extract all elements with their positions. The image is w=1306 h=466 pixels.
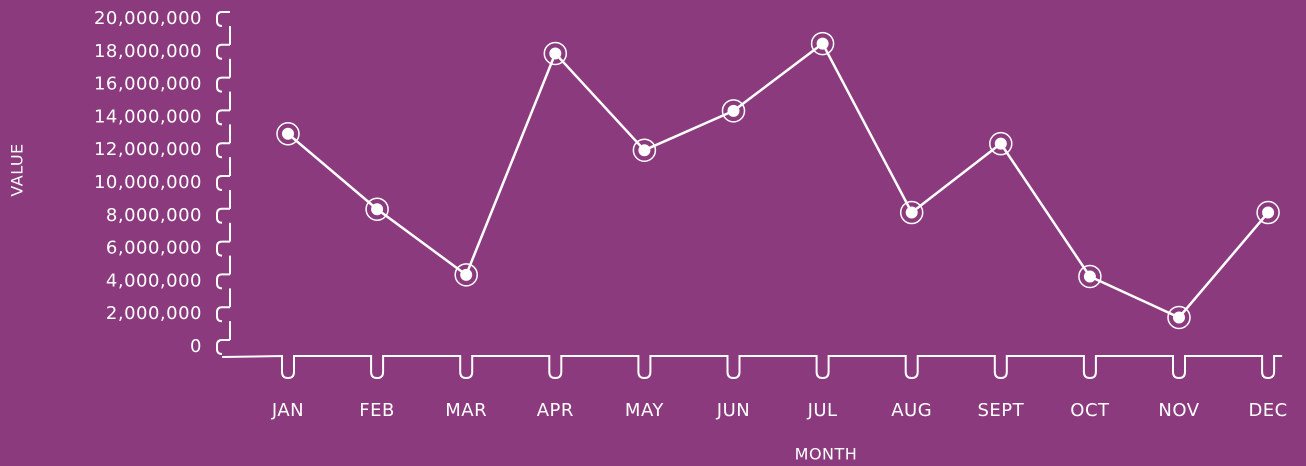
point-ring xyxy=(365,197,389,221)
y-tick-label: 8,000,000 xyxy=(106,205,202,226)
point-ring xyxy=(454,263,478,287)
point xyxy=(549,47,562,60)
point-ring xyxy=(1167,305,1191,330)
y-tick-label: 14,000,000 xyxy=(94,106,202,127)
y-axis-title: VALUE xyxy=(8,143,27,196)
point xyxy=(282,127,294,140)
y-tick xyxy=(216,175,230,191)
x-tick-label: DEC xyxy=(1248,400,1287,421)
x-axis-title: MONTH xyxy=(795,445,858,464)
x-tick-label: JUL xyxy=(807,400,838,421)
x-tick-label: NOV xyxy=(1158,400,1199,421)
y-tick-label: 18,000,000 xyxy=(94,41,202,62)
y-tick-label: 6,000,000 xyxy=(106,238,202,259)
y-tick xyxy=(216,109,230,126)
y-tick xyxy=(216,306,230,323)
y-tick-label: 0 xyxy=(190,336,202,357)
point-ring xyxy=(276,122,300,146)
x-tick-label: OCT xyxy=(1070,400,1110,421)
x-tick-label: MAY xyxy=(625,400,664,421)
point-ring xyxy=(721,99,746,123)
point-ring xyxy=(899,200,924,225)
y-tick-label: 12,000,000 xyxy=(94,139,202,160)
y-tick-label: 4,000,000 xyxy=(106,270,202,291)
y-tick xyxy=(216,240,230,257)
x-tick-label: AUG xyxy=(891,400,932,421)
point-ring xyxy=(1256,200,1280,225)
y-tick xyxy=(216,76,230,93)
x-tick-label: JAN xyxy=(271,400,304,421)
y-tick xyxy=(216,273,230,290)
point xyxy=(371,203,384,216)
x-tick-label: SEPT xyxy=(977,400,1024,421)
point-ring xyxy=(632,138,657,162)
point xyxy=(1083,270,1096,283)
point xyxy=(994,137,1007,150)
point-ring xyxy=(989,131,1013,156)
y-tick xyxy=(216,142,230,159)
point-ring xyxy=(543,41,568,66)
point-ring xyxy=(1078,264,1102,289)
y-tick xyxy=(216,11,230,27)
point xyxy=(816,37,829,50)
y-tick xyxy=(216,339,230,355)
line xyxy=(287,42,1270,319)
point xyxy=(905,206,918,219)
point xyxy=(727,104,740,117)
x-tick-label: MAR xyxy=(445,400,487,421)
x-tick-label: APR xyxy=(537,400,574,421)
y-tick-label: 20,000,000 xyxy=(94,8,202,29)
point xyxy=(1262,206,1275,219)
x-tick-label: JUN xyxy=(716,400,750,421)
x-tick-label: FEB xyxy=(359,400,395,421)
point xyxy=(1173,311,1185,324)
point xyxy=(638,144,651,157)
y-tick xyxy=(216,207,230,224)
y-tick-label: 16,000,000 xyxy=(94,74,202,95)
y-tick-label: 2,000,000 xyxy=(106,303,202,324)
y-tick-label: 10,000,000 xyxy=(94,172,202,193)
point xyxy=(460,268,473,281)
y-tick xyxy=(216,43,230,60)
x-axis-line xyxy=(221,354,1283,380)
point-ring xyxy=(810,31,835,56)
